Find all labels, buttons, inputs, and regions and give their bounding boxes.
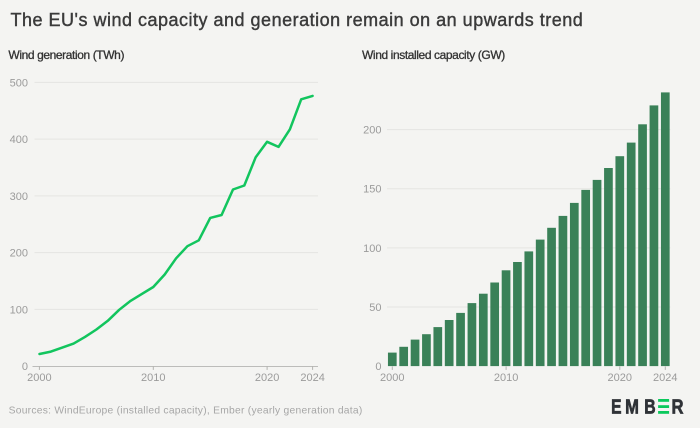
svg-text:100: 100 — [10, 304, 28, 316]
svg-text:50: 50 — [369, 302, 381, 314]
svg-text:Sources: WindEurope (installed: Sources: WindEurope (installed capacity)… — [9, 405, 363, 416]
svg-text:2000: 2000 — [380, 372, 404, 384]
svg-text:0: 0 — [22, 361, 28, 373]
svg-text:2020: 2020 — [255, 372, 279, 384]
svg-text:R: R — [672, 397, 684, 419]
svg-text:2010: 2010 — [494, 372, 518, 384]
svg-text:2000: 2000 — [27, 372, 51, 384]
svg-text:500: 500 — [10, 77, 28, 89]
svg-text:400: 400 — [10, 134, 28, 146]
svg-text:0: 0 — [375, 361, 381, 373]
svg-text:2024: 2024 — [300, 372, 324, 384]
svg-text:100: 100 — [363, 243, 381, 255]
svg-text:2020: 2020 — [608, 372, 632, 384]
svg-text:200: 200 — [363, 125, 381, 137]
svg-text:2024: 2024 — [653, 372, 677, 384]
svg-text:2010: 2010 — [141, 372, 165, 384]
svg-text:150: 150 — [363, 184, 381, 196]
svg-text:The EU's wind capacity and gen: The EU's wind capacity and generation re… — [11, 10, 584, 30]
svg-text:E: E — [611, 397, 621, 419]
svg-text:B: B — [644, 397, 655, 419]
svg-text:M: M — [625, 397, 639, 419]
svg-text:Wind installed capacity (GW): Wind installed capacity (GW) — [362, 48, 505, 62]
svg-text:200: 200 — [10, 248, 28, 260]
svg-text:300: 300 — [10, 191, 28, 203]
svg-text:Wind generation (TWh): Wind generation (TWh) — [8, 48, 124, 62]
